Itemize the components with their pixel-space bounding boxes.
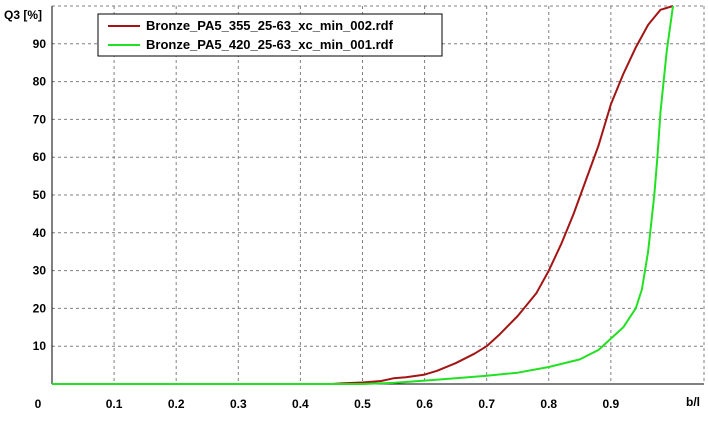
- y-tick-label: 30: [33, 264, 47, 278]
- x-tick-label: 0.7: [478, 397, 495, 411]
- x-tick-label: 0.3: [230, 397, 247, 411]
- y-tick-label: 50: [33, 188, 47, 202]
- legend-box: [97, 13, 443, 57]
- y-tick-label: 40: [33, 226, 47, 240]
- tick-labels: 0 0.1 0.2 0.3 0.4 0.5 0.6 0.7 0.8 0.9 10 20 30 40 50 60…: [33, 37, 620, 411]
- y-tick-label: 80: [33, 75, 47, 89]
- y-tick-label: 10: [33, 339, 47, 353]
- series-line-2: [52, 5, 674, 385]
- legend-label-series-2: Bronze_PA5_420_25-63_xc_min_001.rdf: [146, 37, 394, 52]
- legend: Bronze_PA5_355_25-63_xc_min_002.rdf Bron…: [97, 13, 443, 57]
- y-tick-label: 20: [33, 301, 47, 315]
- grid: [52, 5, 705, 384]
- series-line-1: [52, 5, 674, 385]
- y-tick-label: 70: [33, 112, 47, 126]
- y-tick-label: 90: [33, 37, 47, 51]
- legend-label-series-1: Bronze_PA5_355_25-63_xc_min_002.rdf: [146, 18, 394, 33]
- x-tick-label: 0.4: [292, 397, 309, 411]
- y-axis-title: Q3 [%]: [4, 8, 42, 22]
- x-tick-label: 0.8: [540, 397, 557, 411]
- series: [52, 5, 674, 385]
- x-tick-label: 0.9: [603, 397, 620, 411]
- x-tick-label: 0: [35, 397, 42, 411]
- y-tick-label: 60: [33, 150, 47, 164]
- x-tick-label: 0.6: [416, 397, 433, 411]
- x-tick-label: 0.1: [106, 397, 123, 411]
- x-axis-title: b/l: [686, 395, 700, 409]
- x-tick-label: 0.5: [354, 397, 371, 411]
- x-tick-label: 0.2: [168, 397, 185, 411]
